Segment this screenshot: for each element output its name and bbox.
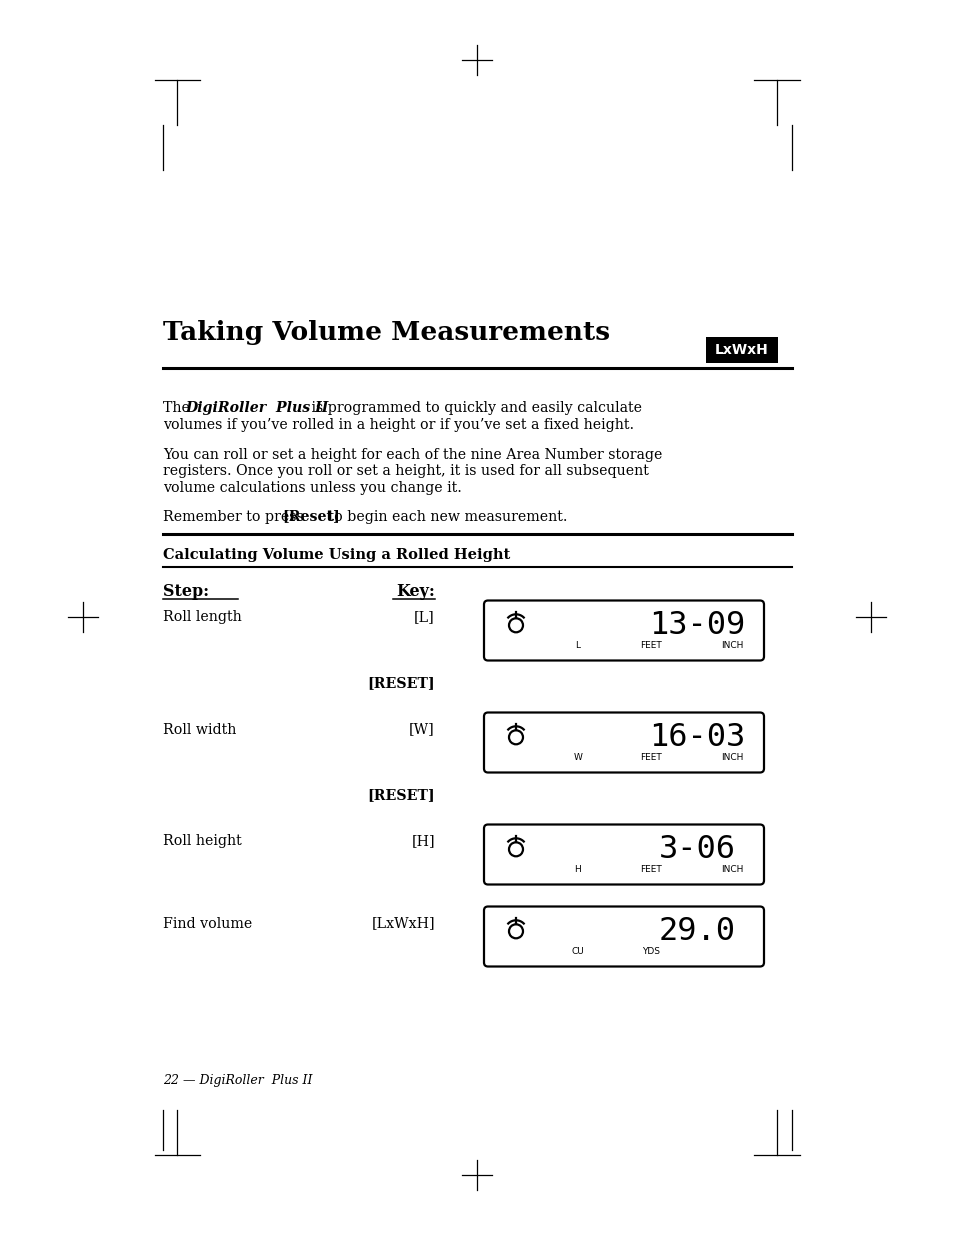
Text: L: L — [575, 641, 579, 650]
Text: CU: CU — [571, 946, 583, 956]
Text: [Reset]: [Reset] — [282, 510, 339, 524]
Text: Calculating Volume Using a Rolled Height: Calculating Volume Using a Rolled Height — [163, 548, 510, 562]
Text: [L]: [L] — [414, 610, 435, 625]
Text: FEET: FEET — [639, 864, 661, 873]
Text: W: W — [573, 752, 581, 762]
Text: Key:: Key: — [395, 583, 435, 599]
Text: is programmed to quickly and easily calculate: is programmed to quickly and easily calc… — [307, 401, 641, 415]
Text: FEET: FEET — [639, 641, 661, 650]
Text: to begin each new measurement.: to begin each new measurement. — [324, 510, 567, 524]
Text: The: The — [163, 401, 194, 415]
Text: registers. Once you roll or set a height, it is used for all subsequent: registers. Once you roll or set a height… — [163, 464, 648, 478]
Text: 13-09: 13-09 — [649, 610, 745, 641]
FancyBboxPatch shape — [483, 713, 763, 773]
Text: Remember to press: Remember to press — [163, 510, 308, 524]
Text: Find volume: Find volume — [163, 916, 252, 930]
Text: YDS: YDS — [641, 946, 659, 956]
Text: [LxWxH]: [LxWxH] — [371, 916, 435, 930]
Text: 16-03: 16-03 — [649, 721, 745, 753]
Text: [W]: [W] — [409, 722, 435, 736]
Text: You can roll or set a height for each of the nine Area Number storage: You can roll or set a height for each of… — [163, 448, 661, 462]
Text: Roll height: Roll height — [163, 835, 241, 848]
Text: Taking Volume Measurements: Taking Volume Measurements — [163, 320, 610, 345]
FancyBboxPatch shape — [483, 906, 763, 967]
Text: INCH: INCH — [720, 864, 743, 873]
Text: H: H — [574, 864, 580, 873]
FancyBboxPatch shape — [705, 337, 778, 363]
Text: INCH: INCH — [720, 752, 743, 762]
Text: FEET: FEET — [639, 752, 661, 762]
Text: Step:: Step: — [163, 583, 209, 599]
Text: [H]: [H] — [411, 835, 435, 848]
Text: volumes if you’ve rolled in a height or if you’ve set a fixed height.: volumes if you’ve rolled in a height or … — [163, 417, 634, 431]
Text: [RESET]: [RESET] — [367, 788, 435, 803]
Text: Roll length: Roll length — [163, 610, 241, 625]
Text: DigiRoller  Plus II: DigiRoller Plus II — [185, 401, 328, 415]
Text: 22 — DigiRoller  Plus II: 22 — DigiRoller Plus II — [163, 1074, 313, 1087]
Text: Roll width: Roll width — [163, 722, 236, 736]
Text: 3-06: 3-06 — [659, 834, 735, 864]
Text: [RESET]: [RESET] — [367, 677, 435, 690]
FancyBboxPatch shape — [483, 825, 763, 884]
FancyBboxPatch shape — [483, 600, 763, 661]
Text: INCH: INCH — [720, 641, 743, 650]
Text: LxWxH: LxWxH — [715, 343, 768, 357]
Text: 29.0: 29.0 — [659, 916, 735, 947]
Text: volume calculations unless you change it.: volume calculations unless you change it… — [163, 480, 461, 495]
